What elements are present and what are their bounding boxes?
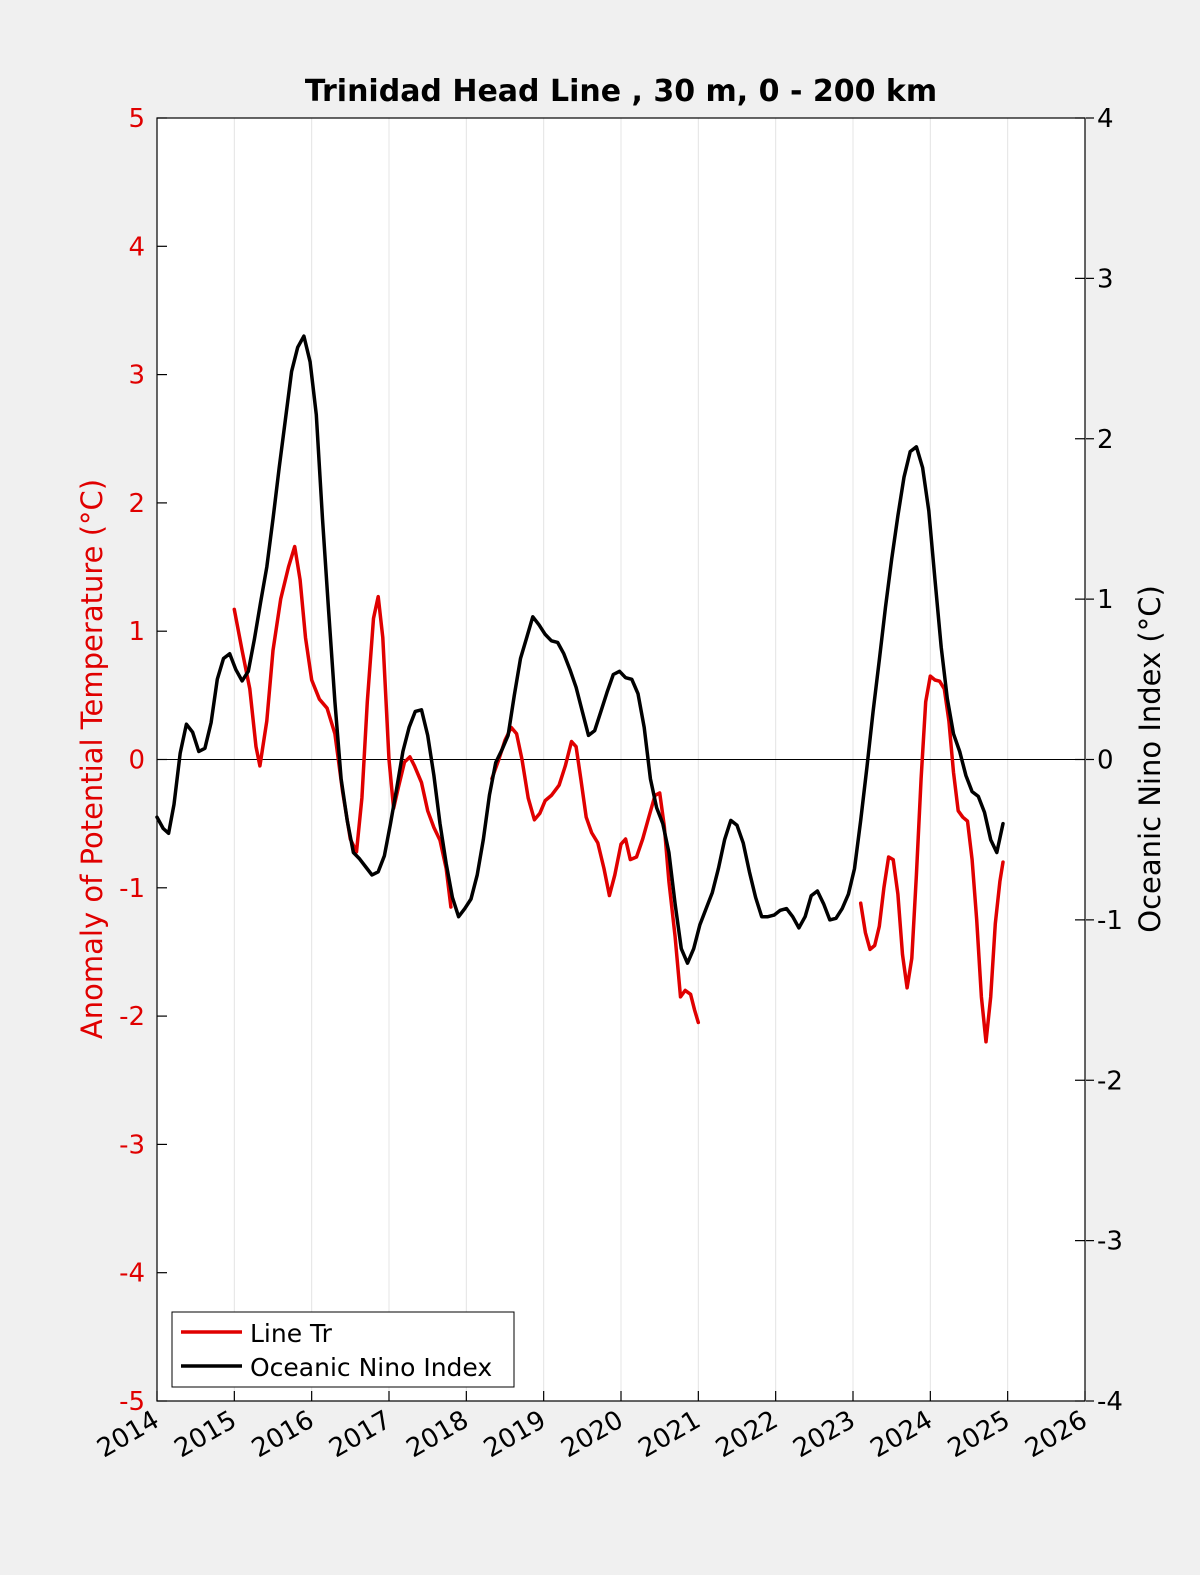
left-tick-label: 4: [128, 232, 145, 262]
left-axis-label: Anomaly of Potential Temperature (°C): [75, 479, 109, 1039]
legend-box: [171, 1311, 515, 1388]
legend-label-line-tr: Line Tr: [250, 1319, 333, 1348]
left-tick-label: 3: [128, 361, 145, 391]
series-line-tr-segment: [858, 674, 1005, 1044]
right-tick-label: 1: [1097, 585, 1114, 615]
left-tick-label: 1: [128, 617, 145, 647]
series-oni-segment: [155, 334, 1005, 965]
right-axis-label: Oceanic Nino Index (°C): [1133, 585, 1167, 933]
legend-label-oni: Oceanic Nino Index: [250, 1353, 492, 1382]
left-tick-label: 2: [128, 489, 145, 519]
series-line-tr-segment: [490, 725, 701, 1025]
left-tick-label: -1: [119, 874, 145, 904]
left-tick-label: -3: [119, 1130, 145, 1160]
chart-title: Trinidad Head Line , 30 m, 0 - 200 km: [305, 74, 937, 109]
left-tick-label: -5: [119, 1387, 145, 1417]
right-tick-label: -4: [1097, 1387, 1123, 1417]
right-tick-label: 4: [1097, 104, 1114, 134]
series-lines: [155, 334, 1005, 1044]
right-tick-label: 3: [1097, 264, 1114, 294]
right-axis: -4 -3 -2 -1 0 1 2 3 4: [1075, 104, 1123, 1417]
right-tick-label: -3: [1097, 1227, 1123, 1257]
right-tick-label: -1: [1097, 906, 1123, 936]
right-tick-label: -2: [1097, 1066, 1123, 1096]
left-tick-label: -2: [119, 1002, 145, 1032]
left-tick-label: 0: [128, 746, 145, 776]
left-tick-label: 5: [128, 104, 145, 134]
left-tick-label: -4: [119, 1259, 145, 1289]
right-tick-label: 0: [1097, 746, 1114, 776]
left-axis: -5 -4 -3 -2 -1 0 1 2 3 4 5: [119, 104, 167, 1417]
legend: Line Tr Oceanic Nino Index: [171, 1311, 515, 1388]
right-tick-label: 2: [1097, 425, 1114, 455]
